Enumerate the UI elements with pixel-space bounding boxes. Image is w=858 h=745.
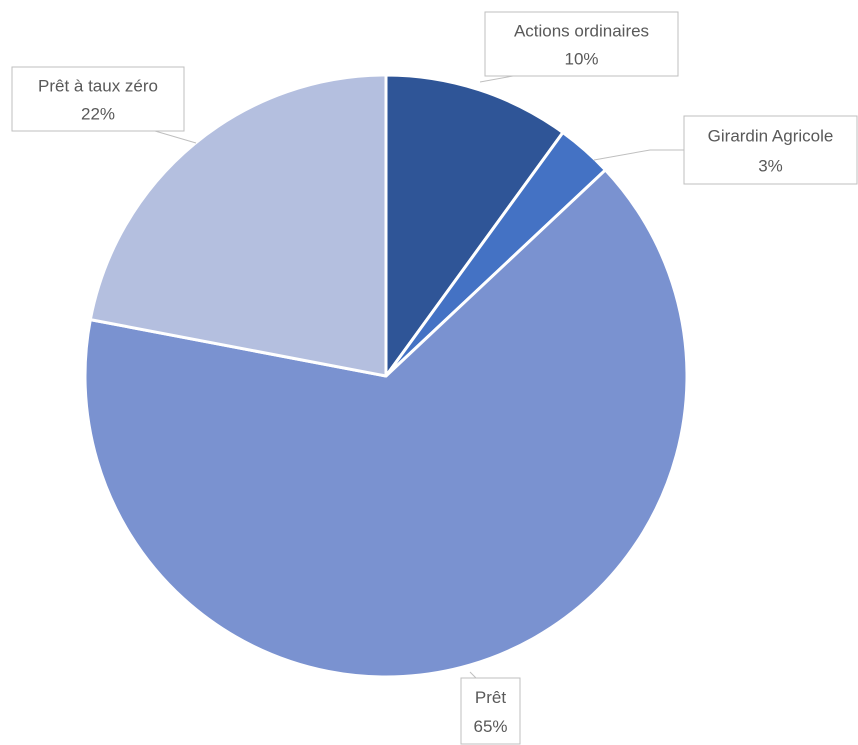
- label-box: [683, 115, 858, 185]
- category-label: Prêt: [475, 688, 506, 707]
- leader-line: [154, 130, 197, 144]
- value-label: 10%: [564, 49, 598, 68]
- category-label: Actions ordinaires: [514, 21, 649, 40]
- category-label: Girardin Agricole: [708, 127, 834, 146]
- leader-line: [479, 75, 514, 83]
- label-box: [484, 11, 679, 77]
- value-label: 65%: [473, 717, 507, 736]
- leader-line: [469, 671, 477, 679]
- label-box: [11, 66, 185, 132]
- value-label: 3%: [758, 156, 783, 175]
- pie-slice: [83, 168, 689, 679]
- value-label: 22%: [81, 104, 115, 123]
- leader-line: [593, 149, 684, 161]
- label-box: [460, 677, 521, 745]
- pie-slice: [88, 73, 388, 378]
- pie-slice: [384, 73, 565, 378]
- category-label: Prêt à taux zéro: [38, 76, 158, 95]
